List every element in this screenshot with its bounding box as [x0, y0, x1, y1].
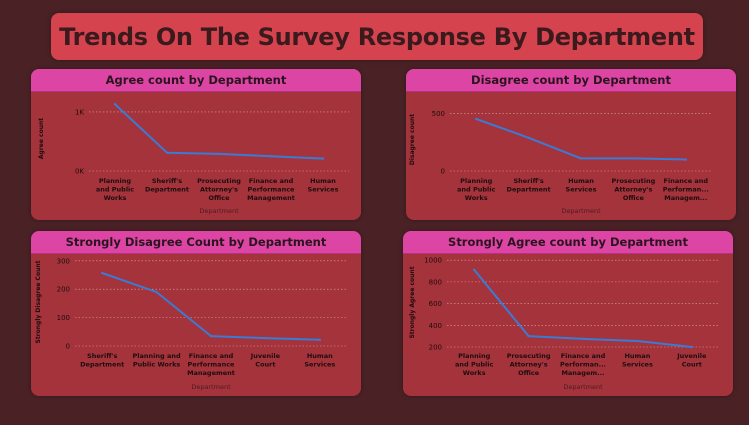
x-axis-title: Department: [191, 383, 231, 391]
data-point: [632, 157, 634, 159]
data-point: [264, 337, 266, 339]
line-chart: 0 100 200 300 Strongly Disagree Count Sheriff…: [31, 231, 361, 396]
series-line: [102, 273, 320, 340]
data-point: [322, 157, 324, 159]
x-category-label: Juvenile Court: [676, 352, 707, 369]
agree-count-panel: Agree count by Department 0K 1K Agree coun…: [31, 69, 361, 220]
y-tick-label: 1K: [75, 108, 84, 116]
x-category-label: Finance and Performance Management: [187, 352, 235, 377]
data-point: [101, 272, 103, 274]
y-tick-label: 1000: [424, 257, 442, 265]
y-tick-label: 400: [429, 322, 442, 330]
x-category-label: Planning and Public Works: [455, 352, 493, 377]
data-point: [636, 340, 638, 342]
y-tick-label: 200: [429, 344, 442, 352]
x-category-label: Prosecuting Attorney's Office: [197, 177, 241, 202]
data-point: [475, 118, 477, 120]
series-line: [115, 104, 323, 158]
x-category-label: Finance and Performance Management: [247, 177, 295, 202]
data-point: [218, 153, 220, 155]
data-point: [685, 158, 687, 160]
data-point: [270, 155, 272, 157]
series-line: [476, 119, 686, 160]
y-tick-label: 500: [432, 110, 445, 118]
y-tick-label: 200: [57, 286, 70, 294]
series-line: [474, 270, 692, 347]
x-category-label: Sheriff's Department: [145, 177, 189, 194]
line-chart: 200 400 600 800 1000 Strongly Agree count Plan…: [403, 231, 733, 396]
data-point: [527, 335, 529, 337]
x-category-label: Sheriff's Department: [80, 352, 124, 369]
x-category-label: Human Services: [308, 177, 339, 194]
y-axis-title: Disagree count: [409, 114, 416, 165]
x-category-label: Planning and Public Works: [457, 177, 495, 202]
x-category-label: Planning and Public Works: [96, 177, 134, 202]
data-point: [114, 103, 116, 105]
x-category-label: Human Services: [566, 177, 597, 194]
data-point: [210, 335, 212, 337]
page-title: Trends On The Survey Response By Departm…: [59, 23, 695, 51]
data-point: [319, 339, 321, 341]
x-category-label: Sheriff's Department: [507, 177, 551, 194]
y-tick-label: 300: [57, 257, 70, 265]
line-chart: 0K 1K Agree count Planning and Public Works Sh…: [31, 69, 361, 220]
x-axis-title: Department: [563, 383, 603, 391]
y-tick-label: 100: [57, 314, 70, 322]
x-category-label: Prosecuting Attorney's Office: [611, 177, 655, 202]
y-tick-label: 0K: [75, 168, 84, 176]
data-point: [580, 157, 582, 159]
strongly-agree-count-panel: Strongly Agree count by Department 200 40…: [403, 231, 733, 396]
line-chart: 0 500 Disagree count Planning and Public Work…: [406, 69, 736, 220]
y-axis-title: Agree count: [38, 118, 45, 159]
y-axis-title: Strongly Agree count: [409, 266, 416, 338]
data-point: [582, 338, 584, 340]
x-category-label: Prosecuting Attorney's Office: [507, 352, 551, 377]
y-tick-label: 0: [66, 343, 70, 351]
data-point: [527, 137, 529, 139]
x-category-label: Finance and Performan... Managem...: [663, 177, 709, 202]
dashboard-title-banner: Trends On The Survey Response By Departm…: [51, 13, 703, 60]
y-tick-label: 800: [429, 278, 442, 286]
x-category-label: Finance and Performan... Managem...: [560, 352, 606, 377]
data-point: [691, 346, 693, 348]
y-tick-label: 0: [441, 168, 445, 176]
y-axis-title: Strongly Disagree Count: [35, 260, 42, 343]
x-category-label: Juvenile Court: [250, 352, 281, 369]
x-category-label: Human Services: [622, 352, 653, 369]
disagree-count-panel: Disagree count by Department 0 500 Disagre…: [406, 69, 736, 220]
data-point: [155, 291, 157, 293]
data-point: [166, 151, 168, 153]
x-axis-title: Department: [561, 207, 601, 215]
x-axis-title: Department: [199, 207, 239, 215]
x-category-label: Human Services: [304, 352, 335, 369]
data-point: [473, 269, 475, 271]
x-category-label: Planning and Public Works: [133, 352, 181, 369]
y-tick-label: 600: [429, 300, 442, 308]
